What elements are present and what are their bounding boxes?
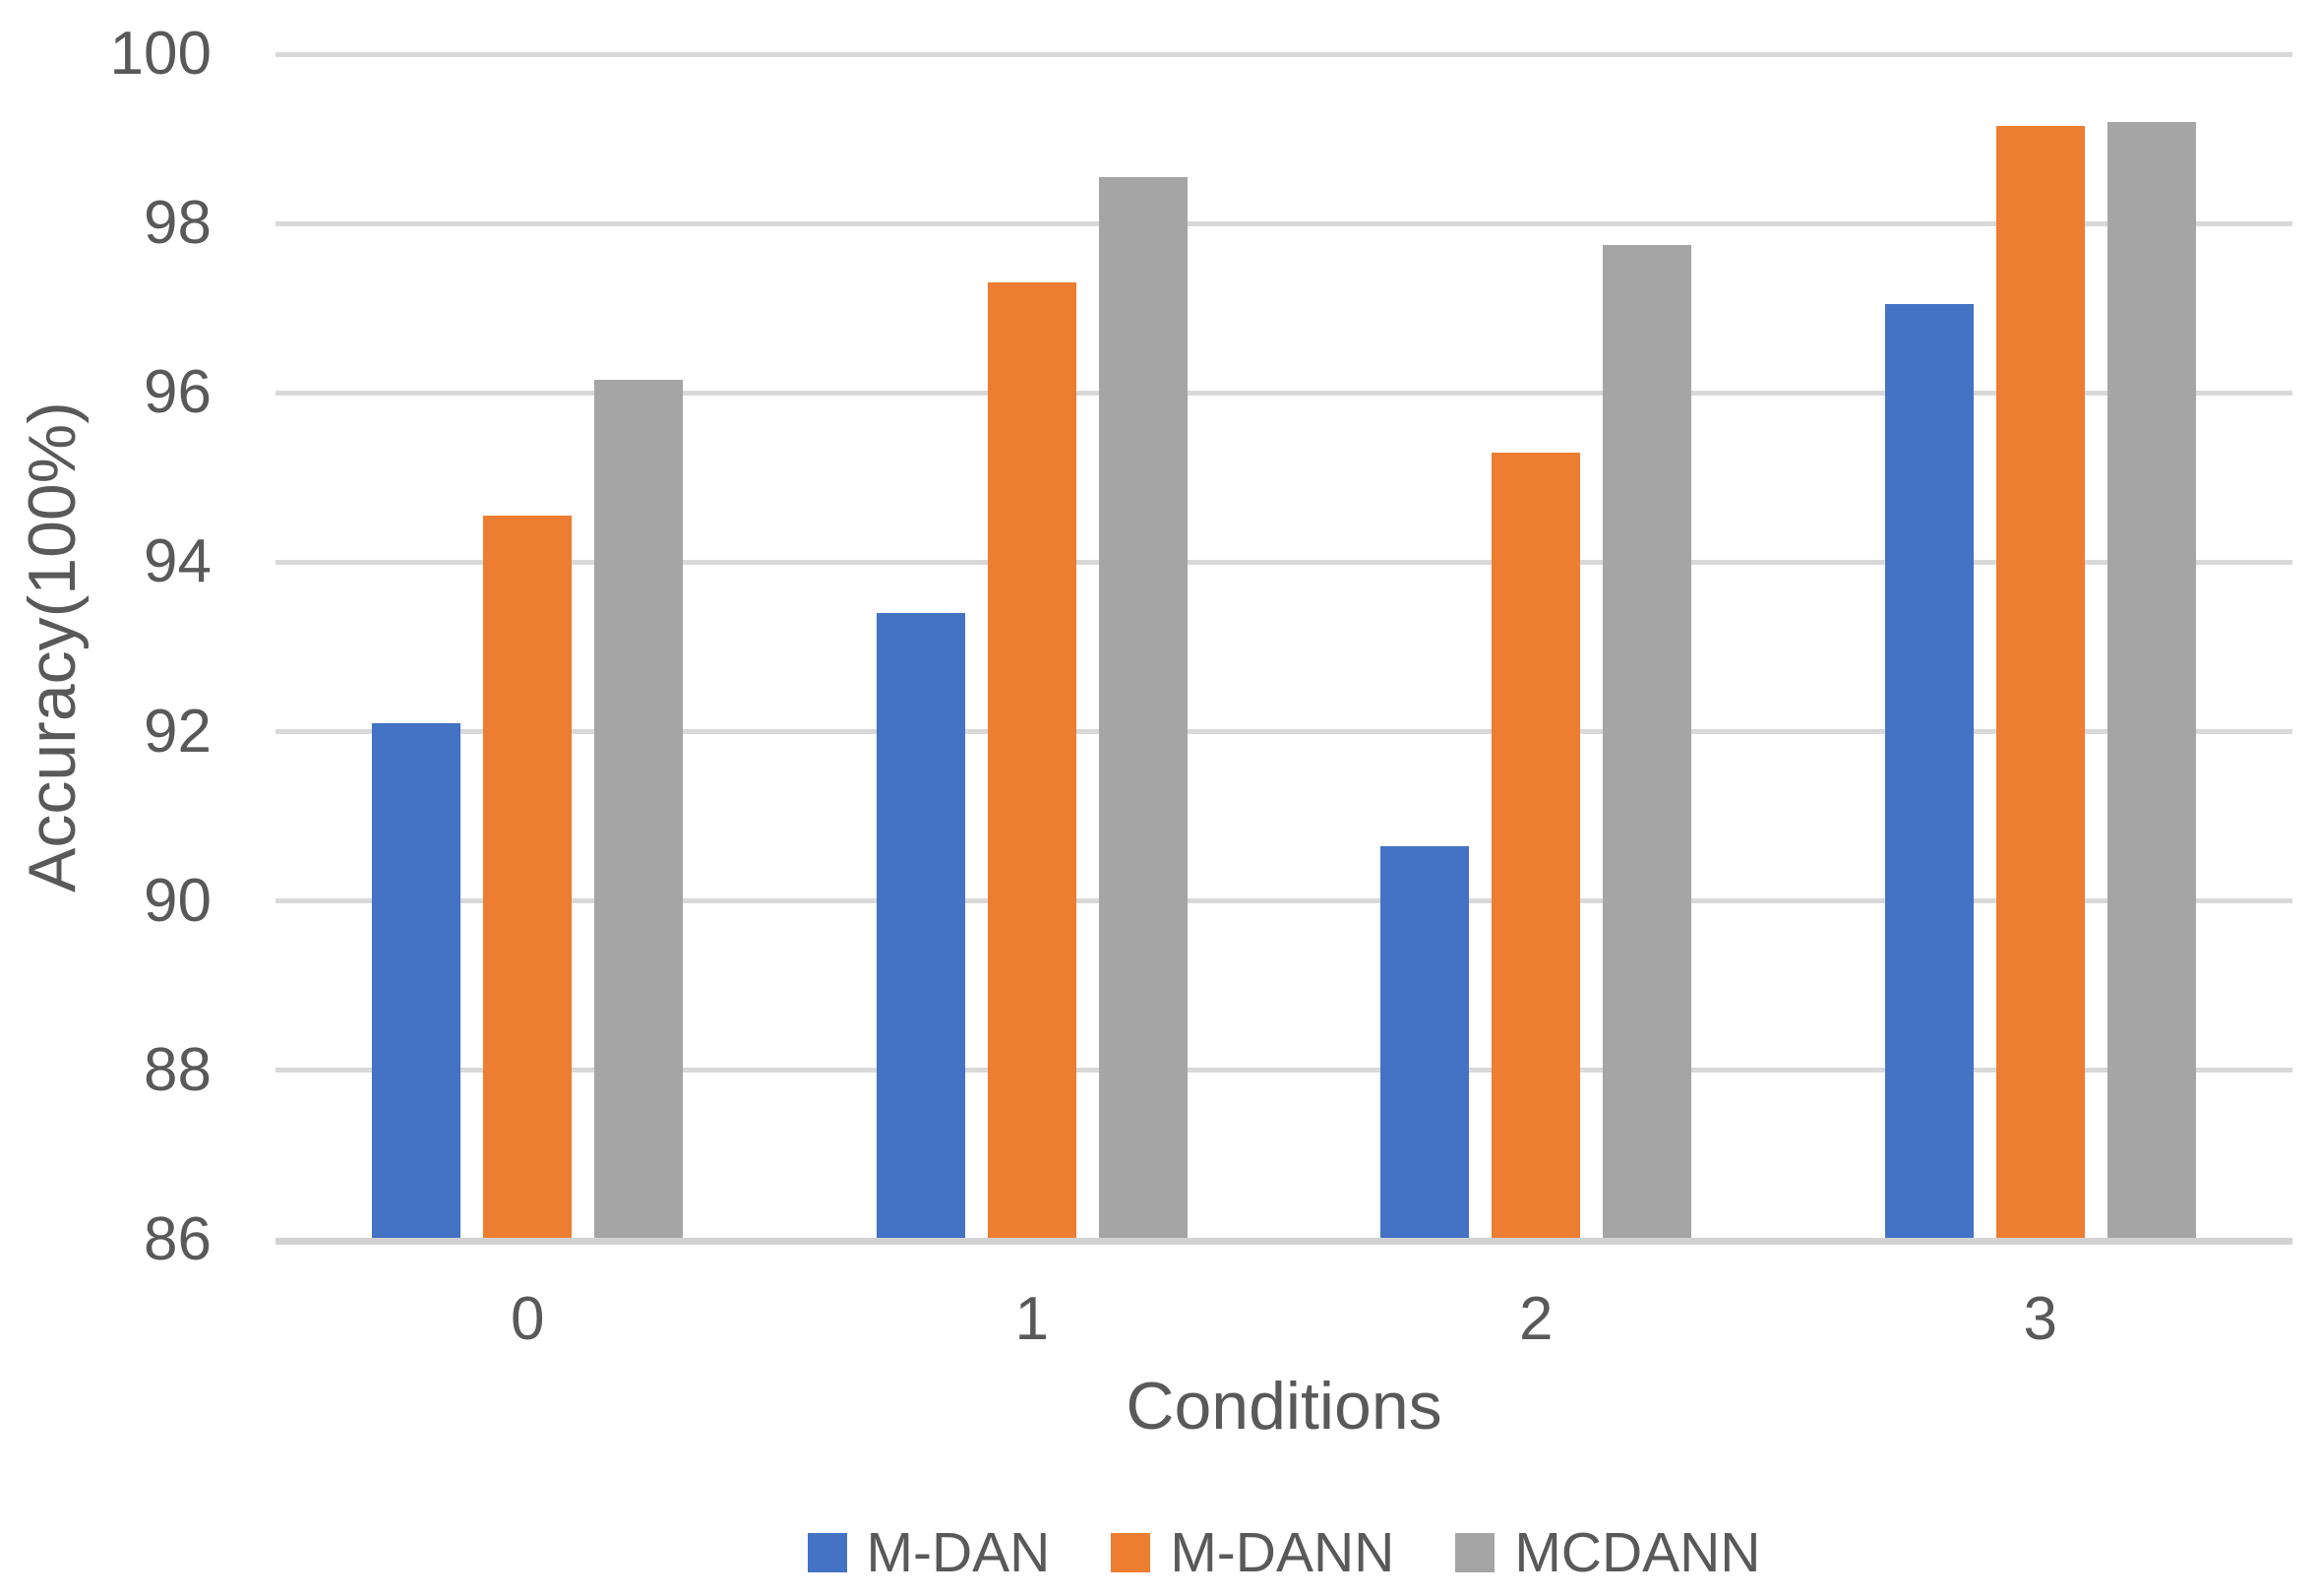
bar-MCDANN-condition-2 [1603, 244, 1692, 1240]
legend: M-DAN M-DANN MCDANN [275, 1520, 2292, 1585]
x-tick-label-3: 3 [2023, 1285, 2057, 1353]
x-tick-label-1: 1 [1014, 1285, 1049, 1353]
x-axis-line [275, 1238, 2292, 1245]
bar-M-DAN-condition-2 [1380, 845, 1470, 1240]
bar-M-DANN-condition-0 [483, 516, 573, 1240]
y-tick-label-92: 92 [144, 697, 212, 766]
bar-MCDANN-condition-0 [594, 380, 684, 1240]
y-tick-label-94: 94 [144, 527, 212, 596]
y-tick-label-90: 90 [144, 866, 212, 935]
y-tick-label-86: 86 [144, 1205, 212, 1273]
y-tick-label-100: 100 [109, 20, 212, 88]
bar-MCDANN-condition-3 [2106, 121, 2196, 1240]
legend-item-MCDANN: MCDANN [1455, 1520, 1760, 1585]
x-axis-title: Conditions [1126, 1369, 1442, 1443]
y-tick-label-88: 88 [144, 1035, 212, 1104]
bar-M-DANN-condition-2 [1492, 452, 1581, 1240]
plot-area [275, 51, 2292, 1243]
bar-M-DAN-condition-3 [1884, 303, 1974, 1240]
bar-M-DANN-condition-3 [1995, 126, 2085, 1240]
legend-label: M-DAN [866, 1521, 1051, 1584]
legend-label: M-DANN [1170, 1521, 1395, 1584]
gridline-y-96 [275, 390, 2292, 396]
y-tick-label-98: 98 [144, 189, 212, 258]
bar-M-DAN-condition-1 [876, 613, 965, 1240]
legend-swatch-icon [807, 1533, 847, 1572]
bar-M-DAN-condition-0 [372, 722, 461, 1240]
legend-swatch-icon [1111, 1533, 1151, 1572]
gridline-y-98 [275, 220, 2292, 226]
bar-MCDANN-condition-1 [1098, 176, 1188, 1240]
gridline-y-88 [275, 1068, 2292, 1074]
legend-swatch-icon [1455, 1533, 1495, 1572]
legend-label: MCDANN [1514, 1521, 1761, 1584]
gridline-y-100 [275, 51, 2292, 57]
gridline-y-90 [275, 898, 2292, 904]
legend-item-M-DAN: M-DAN [807, 1520, 1051, 1585]
x-tick-label-2: 2 [1519, 1285, 1554, 1353]
gridline-y-94 [275, 559, 2292, 565]
x-tick-label-0: 0 [511, 1285, 545, 1353]
gridline-y-92 [275, 729, 2292, 735]
bar-M-DANN-condition-1 [987, 282, 1076, 1240]
y-tick-label-96: 96 [144, 358, 212, 427]
legend-item-M-DANN: M-DANN [1111, 1520, 1394, 1585]
